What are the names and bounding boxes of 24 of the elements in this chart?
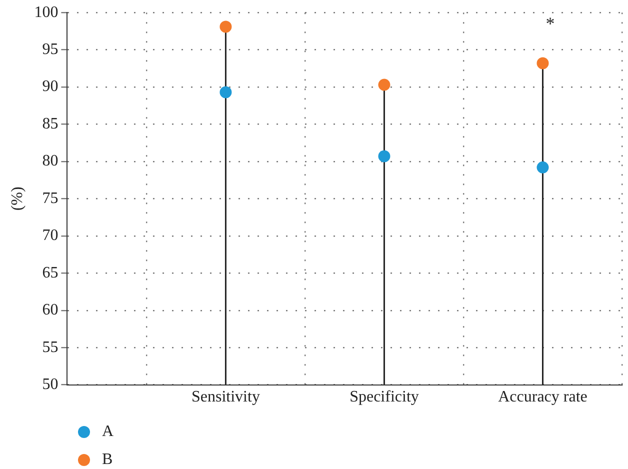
x-tick-label: Sensitivity [191, 388, 260, 406]
y-tick-label: 70 [42, 227, 58, 244]
y-tick-label: 85 [42, 115, 58, 132]
y-tick-label: 75 [42, 190, 58, 207]
x-tick-label: Specificity [350, 388, 419, 406]
y-tick-label: 80 [42, 152, 58, 170]
legend-label: B [102, 451, 113, 469]
y-tick-label: 65 [42, 264, 58, 282]
y-tick-label: 50 [42, 376, 58, 394]
y-tick-label: 90 [42, 78, 58, 96]
y-tick-label: 100 [34, 4, 58, 21]
annotation: * [546, 13, 555, 34]
point [536, 57, 549, 70]
y-tick-label: 95 [42, 41, 58, 58]
point [220, 86, 232, 98]
point [378, 78, 390, 91]
point [220, 20, 232, 33]
y-tick-label: 60 [42, 302, 58, 319]
legend-label: A [102, 423, 114, 441]
point [378, 150, 390, 162]
x-tick-label: Accuracy rate [498, 388, 588, 406]
point [536, 161, 549, 174]
y-axis-title: (%) [8, 186, 26, 211]
y-tick-label: 55 [42, 338, 58, 356]
